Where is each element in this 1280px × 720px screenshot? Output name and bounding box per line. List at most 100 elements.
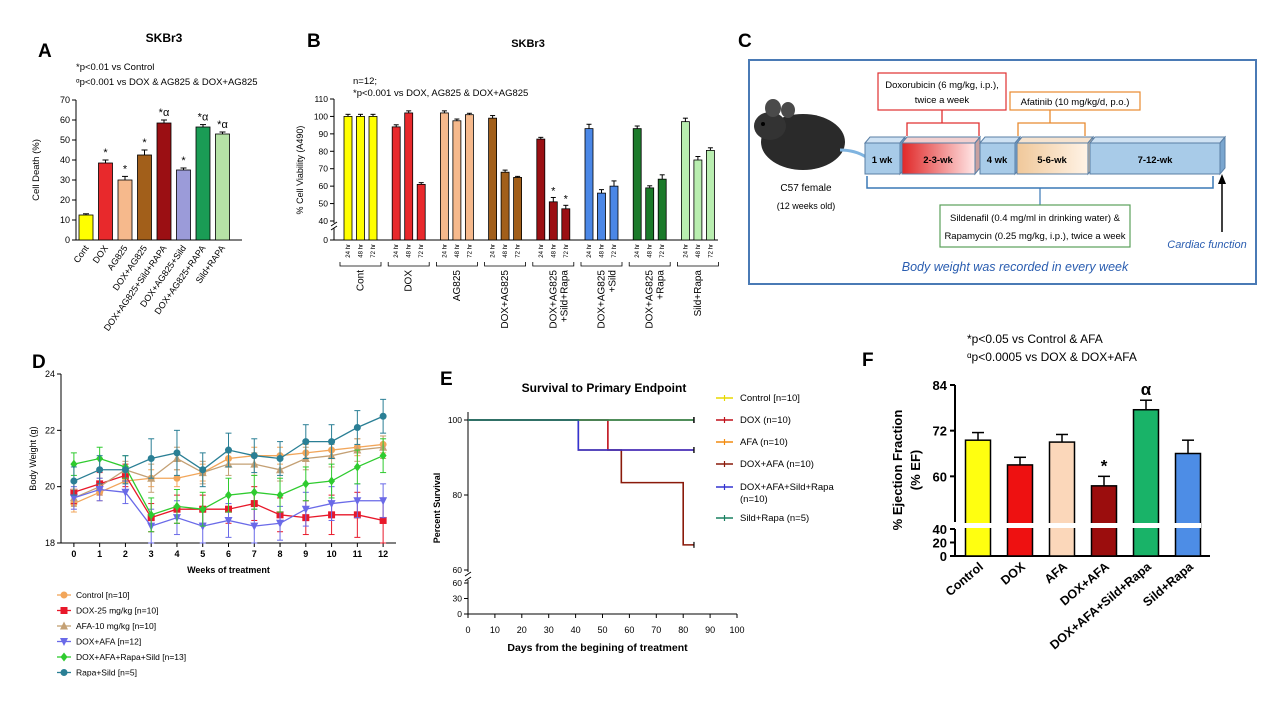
f-bar xyxy=(964,439,992,557)
b-bar xyxy=(343,116,353,241)
b-y-tick-label: 110 xyxy=(314,94,328,104)
f-x-tick-label: AFA xyxy=(1042,560,1070,587)
f-bar xyxy=(1006,464,1034,557)
b-bar xyxy=(609,185,619,241)
d-data-point xyxy=(224,516,233,525)
panel-d-letter: D xyxy=(32,352,46,373)
f-y-tick-label: 84 xyxy=(933,378,948,393)
d-x-tick-label: 11 xyxy=(353,549,363,559)
timeline-label-1: 1 wk xyxy=(872,155,893,166)
b-time-label: 24 hr xyxy=(635,244,641,258)
b-bar xyxy=(391,126,401,241)
d-x-tick-label: 0 xyxy=(71,549,76,559)
e-survival-curve xyxy=(468,419,694,546)
b-bar xyxy=(439,112,449,241)
b-y-tick-label: 80 xyxy=(319,146,329,156)
b-time-label: 72 hr xyxy=(419,244,425,258)
d-x-tick-label: 1 xyxy=(97,549,102,559)
b-bar xyxy=(632,128,642,241)
a-bar xyxy=(156,122,172,241)
e-survival-curve xyxy=(468,419,694,451)
e-survival-curve xyxy=(468,419,694,451)
b-y-tick-label: 70 xyxy=(319,164,329,174)
panel-f-note-2: ᵅp<0.0005 vs DOX & DOX+AFA xyxy=(967,350,1137,364)
d-data-point xyxy=(353,424,361,432)
b-y-tick-label: 100 xyxy=(314,111,328,121)
b-group-label: DOX+AG825 xyxy=(645,270,656,329)
f-axis-break-band xyxy=(951,523,1201,528)
a-bar xyxy=(98,162,113,241)
d-x-tick-label: 12 xyxy=(378,549,388,559)
d-data-point xyxy=(147,510,155,520)
f-y-axis-label: % Ejection Fraction xyxy=(890,410,905,531)
a-y-tick-label: 30 xyxy=(60,175,70,185)
d-legend-label: DOX+AFA [n=12] xyxy=(76,637,141,647)
a-significance: *α xyxy=(198,112,209,124)
b-group-label: +Rapa xyxy=(656,270,667,300)
b-bar xyxy=(416,183,426,241)
b-group-bracket xyxy=(677,262,719,267)
a-bar xyxy=(215,133,230,241)
b-y-tick-label: 50 xyxy=(319,199,329,209)
b-bar xyxy=(452,120,462,241)
e-axis-break xyxy=(464,571,472,577)
b-time-label: 48 hr xyxy=(455,244,461,258)
dox-regimen-line-1: Doxorubicin (6 mg/kg, i.p.), xyxy=(885,80,999,91)
panel-c: C C57 female (12 weeks old) Doxorubicin … xyxy=(738,31,1257,285)
a-bar xyxy=(78,214,94,241)
f-y-tick-label: 0 xyxy=(940,549,947,564)
d-legend-label: Control [n=10] xyxy=(76,590,130,600)
d-x-tick-label: 9 xyxy=(303,549,308,559)
b-time-label: 48 hr xyxy=(648,244,654,258)
b-y-tick-label: 90 xyxy=(319,129,329,139)
f-bar xyxy=(1090,485,1118,557)
e-legend-label: Control [n=10] xyxy=(740,393,800,404)
dox-regimen-box xyxy=(877,72,1007,111)
panel-b-letter: B xyxy=(307,31,321,52)
a-x-tick-label: Cont xyxy=(72,243,91,265)
sild-rapa-box xyxy=(939,204,1131,248)
e-y-tick-label: 30 xyxy=(453,594,463,604)
f-significance: α xyxy=(1141,380,1152,399)
panel-e: E Survival to Primary Endpoint6080100030… xyxy=(432,369,834,654)
d-data-point xyxy=(353,462,361,472)
d-data-point xyxy=(225,446,232,454)
b-time-label: 48 hr xyxy=(600,244,606,258)
panel-b-note-2: *p<0.001 vs DOX, AG825 & DOX+AG825 xyxy=(353,88,528,99)
e-y-tick-label: 80 xyxy=(453,490,463,500)
e-x-tick-label: 30 xyxy=(544,625,554,635)
d-data-point xyxy=(69,494,78,503)
b-group-label: DOX+AG825 xyxy=(500,270,511,329)
panel-a-letter: A xyxy=(38,41,52,62)
panel-b-title: SKBr3 xyxy=(511,38,545,50)
d-data-point xyxy=(173,501,181,511)
d-data-point xyxy=(96,466,104,474)
e-y-tick-label: 60 xyxy=(453,578,463,588)
b-group-bracket xyxy=(339,262,382,267)
d-x-tick-label: 3 xyxy=(149,549,154,559)
b-time-label: 48 hr xyxy=(696,244,702,258)
e-legend-label: Sild+Rapa (n=5) xyxy=(740,513,809,524)
b-bar xyxy=(584,128,594,241)
dox-regimen-line-2: twice a week xyxy=(915,95,970,106)
b-group-bracket xyxy=(387,262,430,267)
b-bar xyxy=(356,116,365,241)
d-data-point xyxy=(353,497,362,506)
b-time-label: 72 hr xyxy=(564,244,570,258)
b-time-label: 24 hr xyxy=(346,244,352,258)
b-time-label: 48 hr xyxy=(359,244,365,258)
b-group-bracket xyxy=(436,262,478,267)
timeline-label-5: 7-12-wk xyxy=(1138,155,1174,166)
b-time-label: 48 hr xyxy=(407,244,413,258)
b-bar xyxy=(681,121,690,241)
panel-f-letter: F xyxy=(862,350,874,371)
d-data-point xyxy=(301,505,310,514)
f-x-tick-label: DOX xyxy=(998,559,1028,588)
a-bar xyxy=(195,126,211,241)
b-group-label: +Sild xyxy=(608,270,619,293)
b-bar xyxy=(488,117,498,241)
mouse-label-strain: C57 female xyxy=(780,183,832,194)
e-x-tick-label: 100 xyxy=(729,625,744,635)
d-data-point xyxy=(173,449,181,457)
